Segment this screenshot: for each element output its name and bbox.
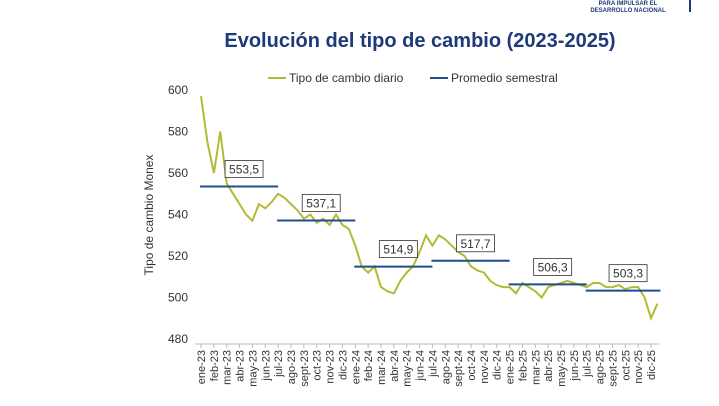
x-tick-label: jul-23 (273, 350, 285, 378)
x-tick-label: sept-24 (453, 350, 465, 387)
value-label-box (608, 264, 648, 283)
x-tick-label: jul-25 (582, 350, 594, 378)
value-label: 537,1 (306, 197, 336, 211)
legend-label: Tipo de cambio diario (289, 71, 404, 85)
value-label: 553,5 (229, 162, 259, 176)
y-tick-label: 540 (168, 208, 188, 222)
x-tick-label: abr-23 (235, 350, 247, 382)
x-tick-label: nov-24 (479, 350, 491, 384)
value-label: 514,9 (383, 243, 413, 257)
value-label-box (378, 240, 418, 258)
x-tick-label: feb-25 (517, 350, 529, 381)
x-tick-label: dic-24 (492, 350, 504, 380)
x-tick-label: mar-25 (530, 350, 542, 385)
logo-text: PARA IMPULSAR EL (599, 1, 658, 7)
x-tick-label: oct-23 (312, 350, 324, 381)
x-tick-label: oct-25 (620, 350, 632, 381)
x-tick-label: feb-24 (363, 350, 375, 381)
y-tick-label: 500 (168, 291, 188, 305)
x-tick-label: mar-23 (222, 350, 234, 385)
value-label-box (533, 258, 573, 276)
x-tick-label: ago-25 (595, 350, 607, 384)
x-tick-label: abr-24 (389, 350, 401, 382)
x-tick-label: dic-25 (646, 350, 658, 380)
value-label: 506,3 (538, 260, 568, 274)
x-tick-label: nov-23 (325, 350, 337, 384)
x-tick-label: nov-25 (633, 350, 645, 384)
chart-title: Evolución del tipo de cambio (2023-2025) (224, 30, 615, 52)
x-tick-label: feb-23 (209, 350, 221, 381)
value-label-box (224, 160, 264, 178)
x-tick-label: ago-23 (286, 350, 298, 384)
x-tick-label: jun-25 (569, 350, 581, 382)
value-label-box (301, 194, 341, 212)
x-tick-label: ene-23 (196, 350, 208, 384)
daily-line (200, 96, 659, 322)
x-tick-label: dic-23 (337, 350, 349, 380)
x-tick-label: ago-24 (440, 350, 452, 384)
x-tick-label: sept-25 (607, 350, 619, 387)
x-tick-label: jun-24 (415, 350, 427, 382)
value-label-box (456, 234, 495, 253)
x-tick-label: mar-24 (376, 350, 388, 385)
x-tick-label: ene-24 (350, 350, 362, 384)
x-tick-label: may-24 (402, 350, 414, 387)
y-tick-label: 560 (168, 166, 188, 180)
y-tick-label: 580 (168, 125, 188, 139)
x-tick-label: ene-25 (505, 350, 517, 384)
x-tick-label: may-25 (556, 350, 568, 387)
x-tick-label: jun-23 (260, 350, 272, 382)
y-axis-label: Tipo de cambio Monex (142, 155, 156, 276)
y-tick-label: 480 (168, 332, 188, 346)
legend-label: Promedio semestral (451, 71, 558, 85)
x-tick-label: may-23 (247, 350, 259, 387)
y-tick-label: 520 (168, 249, 188, 263)
x-tick-label: jul-24 (427, 350, 439, 378)
logo-text: DESARROLLO NACIONAL (590, 8, 666, 14)
value-label: 517,7 (460, 237, 490, 251)
x-tick-label: abr-25 (543, 350, 555, 382)
value-label: 503,3 (613, 267, 643, 281)
y-tick-label: 600 (168, 83, 188, 97)
x-tick-label: oct-24 (466, 350, 478, 381)
x-tick-label: sept-23 (299, 350, 311, 387)
